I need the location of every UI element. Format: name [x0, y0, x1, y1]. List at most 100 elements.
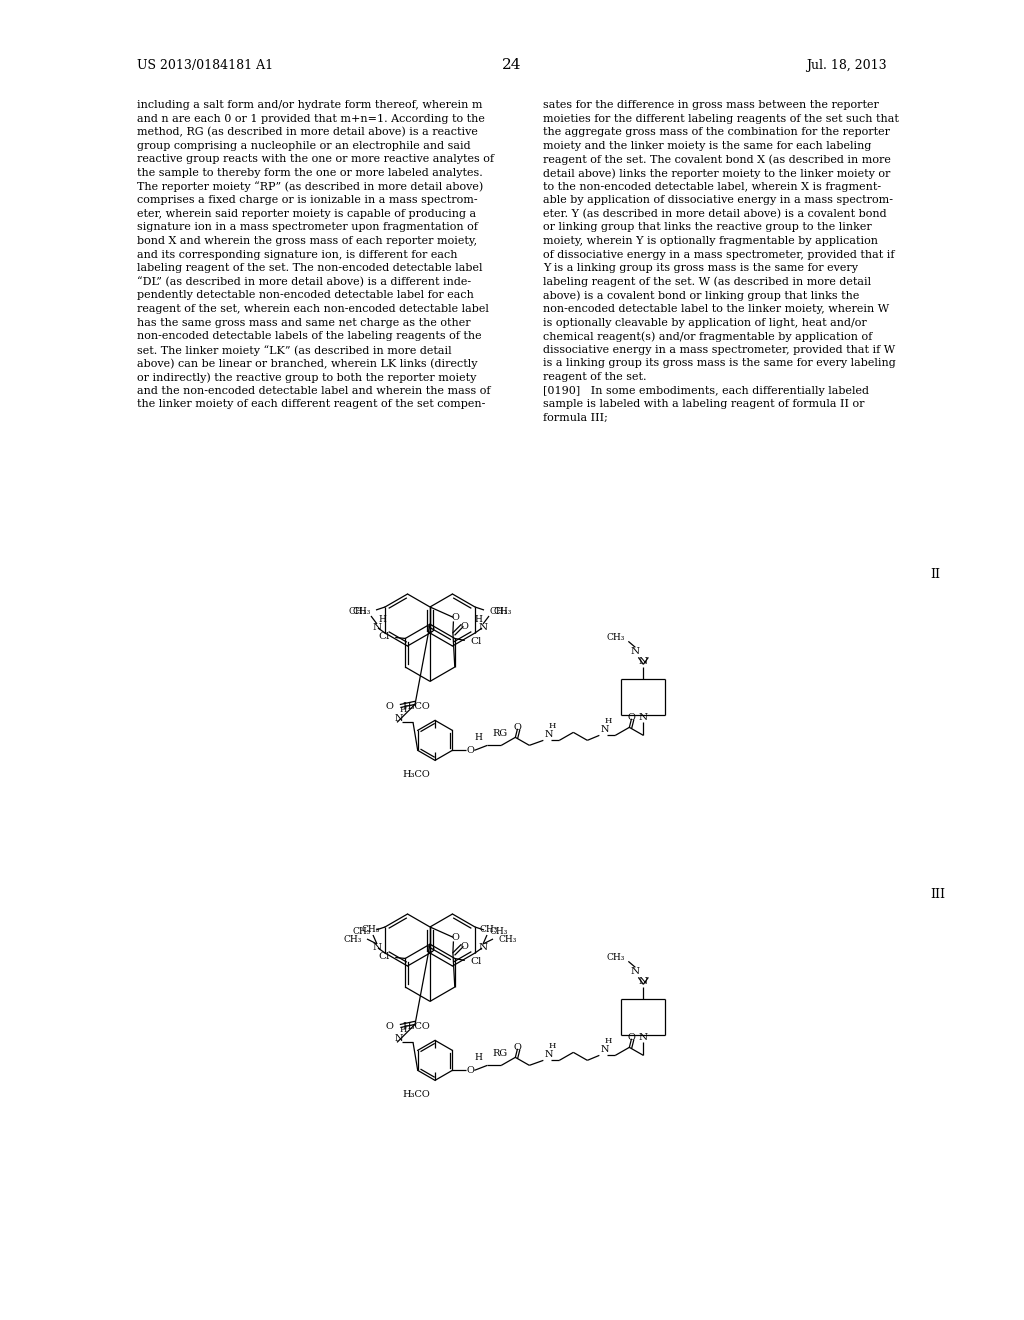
Text: and its corresponding signature ion, is different for each: and its corresponding signature ion, is … — [137, 249, 458, 260]
Text: moieties for the different labeling reagents of the set such that: moieties for the different labeling reag… — [543, 114, 899, 124]
Text: O: O — [385, 702, 393, 711]
Text: N: N — [631, 966, 640, 975]
Text: CH₃: CH₃ — [348, 606, 367, 615]
Text: bond X and wherein the gross mass of each reporter moiety,: bond X and wherein the gross mass of eac… — [137, 236, 477, 246]
Text: O: O — [513, 1043, 521, 1052]
Text: set. The linker moiety “LK” (as described in more detail: set. The linker moiety “LK” (as describe… — [137, 345, 452, 355]
Text: the sample to thereby form the one or more labeled analytes.: the sample to thereby form the one or mo… — [137, 168, 482, 178]
Text: comprises a fixed charge or is ionizable in a mass spectrom-: comprises a fixed charge or is ionizable… — [137, 195, 477, 205]
Text: and the non-encoded detectable label and wherein the mass of: and the non-encoded detectable label and… — [137, 385, 490, 396]
Text: of dissociative energy in a mass spectrometer, provided that if: of dissociative energy in a mass spectro… — [543, 249, 895, 260]
Text: N: N — [639, 713, 648, 722]
Text: above) can be linear or branched, wherein LK links (directly: above) can be linear or branched, wherei… — [137, 359, 477, 370]
Text: reactive group reacts with the one or more reactive analytes of: reactive group reacts with the one or mo… — [137, 154, 494, 165]
Text: CH₃: CH₃ — [607, 632, 626, 642]
Text: Cl: Cl — [471, 638, 482, 645]
Text: and n are each 0 or 1 provided that m+n=1. According to the: and n are each 0 or 1 provided that m+n=… — [137, 114, 485, 124]
Text: CH₃: CH₃ — [361, 924, 380, 933]
Text: H: H — [399, 1027, 407, 1035]
Text: N: N — [373, 623, 382, 631]
Text: the linker moiety of each different reagent of the set compen-: the linker moiety of each different reag… — [137, 399, 485, 409]
Text: signature ion in a mass spectrometer upon fragmentation of: signature ion in a mass spectrometer upo… — [137, 222, 478, 232]
Text: moiety, wherein Y is optionally fragmentable by application: moiety, wherein Y is optionally fragment… — [543, 236, 878, 246]
Text: H: H — [474, 733, 482, 742]
Text: CH₃: CH₃ — [352, 606, 371, 615]
Text: is a linking group its gross mass is the same for every labeling: is a linking group its gross mass is the… — [543, 359, 896, 368]
Text: N: N — [639, 977, 648, 986]
Text: including a salt form and/or hydrate form thereof, wherein m: including a salt form and/or hydrate for… — [137, 100, 482, 110]
Text: CH₃: CH₃ — [344, 936, 362, 945]
Text: [0190]   In some embodiments, each differentially labeled: [0190] In some embodiments, each differe… — [543, 385, 869, 396]
Text: H: H — [604, 717, 612, 726]
Text: O: O — [461, 622, 469, 631]
Text: eter. Y (as described in more detail above) is a covalent bond: eter. Y (as described in more detail abo… — [543, 209, 887, 219]
Text: H₃CO: H₃CO — [402, 702, 430, 711]
Text: H₃CO: H₃CO — [402, 770, 430, 779]
Text: able by application of dissociative energy in a mass spectrom-: able by application of dissociative ener… — [543, 195, 893, 205]
Text: N: N — [544, 730, 553, 739]
Text: O: O — [628, 1032, 635, 1041]
Text: reagent of the set.: reagent of the set. — [543, 372, 646, 381]
Text: above) is a covalent bond or linking group that links the: above) is a covalent bond or linking gro… — [543, 290, 859, 301]
Text: O: O — [385, 1022, 393, 1031]
Text: N: N — [639, 657, 648, 665]
Text: N: N — [395, 714, 403, 723]
Text: Y is a linking group its gross mass is the same for every: Y is a linking group its gross mass is t… — [543, 263, 858, 273]
Text: sample is labeled with a labeling reagent of formula II or: sample is labeled with a labeling reagen… — [543, 399, 864, 409]
Text: Jul. 18, 2013: Jul. 18, 2013 — [806, 58, 887, 71]
Text: N: N — [395, 1034, 403, 1043]
Text: H₃CO: H₃CO — [402, 1090, 430, 1098]
Text: CH₃: CH₃ — [489, 606, 507, 615]
Text: N: N — [639, 1032, 648, 1041]
Text: detail above) links the reporter moiety to the linker moiety or: detail above) links the reporter moiety … — [543, 168, 891, 178]
Text: Cl: Cl — [378, 952, 389, 961]
Text: dissociative energy in a mass spectrometer, provided that if W: dissociative energy in a mass spectromet… — [543, 345, 895, 355]
Text: N: N — [600, 1045, 608, 1053]
Text: labeling reagent of the set. The non-encoded detectable label: labeling reagent of the set. The non-enc… — [137, 263, 482, 273]
Text: O: O — [466, 746, 474, 755]
Text: O: O — [426, 624, 434, 634]
Text: O: O — [466, 1065, 474, 1074]
Text: method, RG (as described in more detail above) is a reactive: method, RG (as described in more detail … — [137, 127, 478, 137]
Text: reagent of the set, wherein each non-encoded detectable label: reagent of the set, wherein each non-enc… — [137, 304, 488, 314]
Text: CH₃: CH₃ — [607, 953, 626, 962]
Text: H₃CO: H₃CO — [402, 1022, 430, 1031]
Text: CH₃: CH₃ — [498, 936, 516, 945]
Text: II: II — [930, 569, 940, 582]
Text: to the non-encoded detectable label, wherein X is fragment-: to the non-encoded detectable label, whe… — [543, 182, 881, 191]
Text: Cl: Cl — [471, 957, 482, 966]
Text: CH₃: CH₃ — [480, 924, 499, 933]
Text: the aggregate gross mass of the combination for the reporter: the aggregate gross mass of the combinat… — [543, 127, 890, 137]
Text: O: O — [461, 942, 469, 952]
Text: H: H — [399, 706, 407, 714]
Text: reagent of the set. The covalent bond X (as described in more: reagent of the set. The covalent bond X … — [543, 154, 891, 165]
Text: has the same gross mass and same net charge as the other: has the same gross mass and same net cha… — [137, 318, 471, 327]
Text: or linking group that links the reactive group to the linker: or linking group that links the reactive… — [543, 222, 871, 232]
Text: non-encoded detectable labels of the labeling reagents of the: non-encoded detectable labels of the lab… — [137, 331, 481, 341]
Text: Cl: Cl — [378, 632, 389, 642]
Text: H: H — [474, 1053, 482, 1061]
Text: group comprising a nucleophile or an electrophile and said: group comprising a nucleophile or an ele… — [137, 141, 471, 150]
Text: O: O — [426, 945, 434, 953]
Text: is optionally cleavable by application of light, heat and/or: is optionally cleavable by application o… — [543, 318, 866, 327]
Text: N: N — [373, 942, 382, 952]
Text: sates for the difference in gross mass between the reporter: sates for the difference in gross mass b… — [543, 100, 879, 110]
Text: CH₃: CH₃ — [352, 927, 371, 936]
Text: H: H — [549, 722, 556, 730]
Text: US 2013/0184181 A1: US 2013/0184181 A1 — [137, 58, 273, 71]
Text: CH₃: CH₃ — [489, 927, 507, 936]
Text: chemical reagent(s) and/or fragmentable by application of: chemical reagent(s) and/or fragmentable … — [543, 331, 872, 342]
Text: eter, wherein said reporter moiety is capable of producing a: eter, wherein said reporter moiety is ca… — [137, 209, 476, 219]
Text: O: O — [452, 612, 460, 622]
Text: H: H — [549, 1043, 556, 1051]
Text: N: N — [478, 623, 487, 631]
Text: H: H — [604, 1038, 612, 1045]
Text: H: H — [474, 615, 482, 623]
Text: H: H — [378, 615, 386, 623]
Text: O: O — [628, 713, 635, 722]
Text: RG: RG — [493, 1049, 508, 1057]
Text: pendently detectable non-encoded detectable label for each: pendently detectable non-encoded detecta… — [137, 290, 474, 301]
Text: moiety and the linker moiety is the same for each labeling: moiety and the linker moiety is the same… — [543, 141, 871, 150]
Text: labeling reagent of the set. W (as described in more detail: labeling reagent of the set. W (as descr… — [543, 277, 871, 288]
Text: III: III — [930, 888, 945, 902]
